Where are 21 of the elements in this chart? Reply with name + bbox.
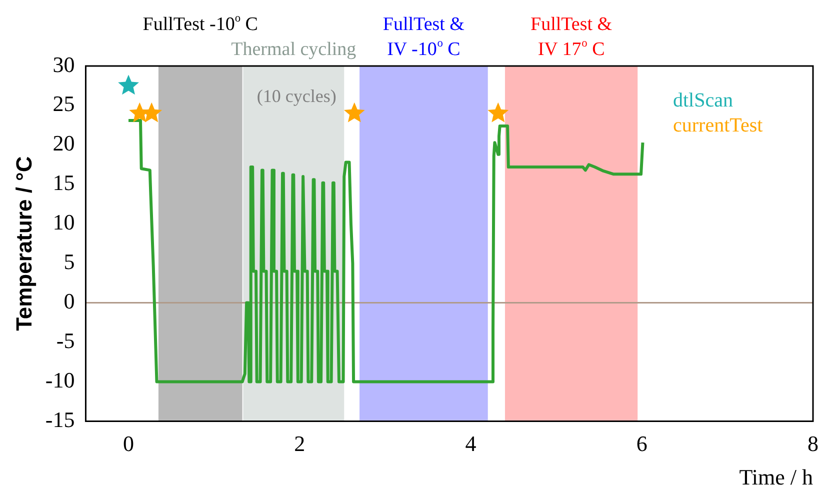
y-tick-label: -5 (56, 328, 75, 354)
y-tick-label: 20 (52, 130, 75, 156)
text: dtlScan (673, 89, 733, 112)
y-tick-label: 30 (52, 52, 75, 77)
band-label: Thermal cycling (231, 39, 357, 60)
y-tick-label: -10 (45, 368, 75, 393)
annotation: (10 cycles) (256, 86, 336, 106)
y-axis-title: Temperature / °C (11, 156, 36, 331)
x-axis-title: Time / h (739, 464, 813, 490)
x-tick-label: 0 (123, 431, 134, 456)
y-tick-label: 25 (52, 91, 75, 116)
x-tick-label: 6 (636, 431, 648, 456)
y-tick-label: -15 (45, 406, 75, 432)
y-tick-label: 10 (52, 210, 75, 235)
text: currentTest (673, 114, 764, 136)
y-tick-label: 15 (52, 170, 75, 196)
x-tick-label: 8 (808, 431, 818, 456)
y-tick-label: 0 (64, 288, 75, 314)
x-tick-label: 4 (465, 431, 476, 456)
y-tick-label: 5 (64, 249, 75, 274)
x-tick-label: 2 (294, 431, 306, 456)
